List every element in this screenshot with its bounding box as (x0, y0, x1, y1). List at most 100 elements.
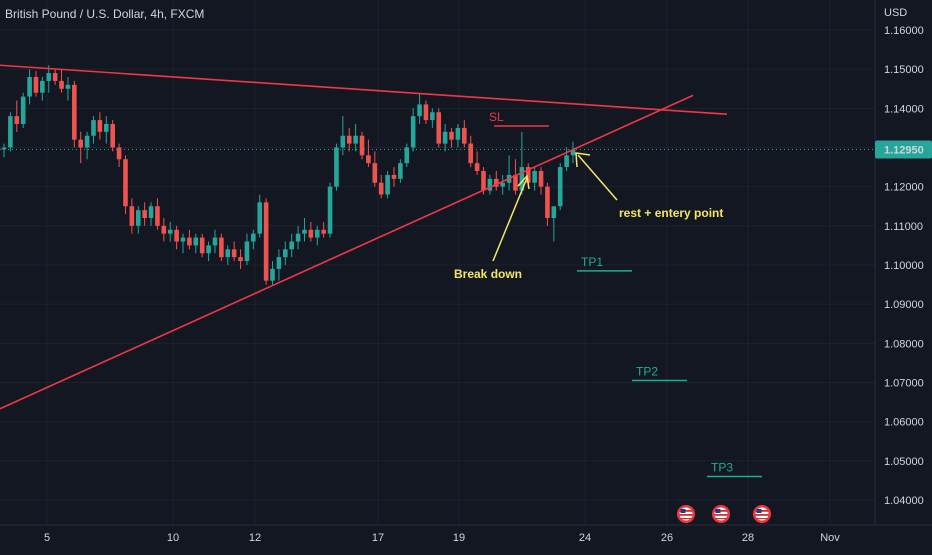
trendline-upper-resistance (0, 64, 728, 116)
currency-label: USD (884, 7, 908, 19)
candle-body (327, 186, 333, 234)
flag-canton (756, 509, 762, 513)
candle-body (1, 147, 7, 150)
y-tick-label: 1.08000 (884, 338, 924, 350)
candle-body (276, 257, 282, 269)
x-tick-label: 5 (44, 532, 50, 544)
flag-stripe (714, 510, 728, 512)
annotations: Break down rest + entery point (454, 152, 771, 523)
us-flag-icon[interactable] (712, 505, 730, 523)
candle-body (110, 124, 115, 148)
flag-stripe (714, 518, 728, 520)
candle-body (557, 167, 563, 207)
y-tick-label: 1.11000 (884, 221, 923, 233)
candle-body (308, 229, 314, 238)
candle-body (103, 124, 109, 132)
flag-stripe (755, 510, 769, 512)
x-tick-label: 17 (372, 532, 384, 544)
y-tick-label: 1.15000 (884, 64, 924, 76)
candle-body (493, 178, 499, 187)
candle-body (231, 249, 237, 258)
candle-body (244, 241, 250, 262)
candle-body (270, 268, 275, 281)
candle-body (468, 143, 474, 164)
candle-body (52, 73, 58, 81)
candle-body (142, 210, 147, 218)
candle-body (302, 229, 307, 234)
last-price-label: 1.12950 (884, 144, 924, 156)
trendline-lower-support (0, 94, 694, 410)
x-tick-label: 26 (661, 532, 673, 544)
grid (0, 0, 875, 525)
x-tick-label: 10 (167, 532, 179, 544)
candle-body (91, 120, 96, 136)
candle-body (513, 174, 518, 191)
candle-body (570, 149, 576, 156)
candle-body (72, 84, 77, 140)
candle-body (219, 237, 224, 258)
candle-body (46, 73, 52, 81)
arrowhead-entry-point (575, 152, 591, 168)
level-label-tp2: TP2 (636, 365, 658, 379)
arrow-entry-point (577, 154, 618, 201)
y-tick-label: 1.07000 (884, 378, 924, 390)
us-flag-icon[interactable] (677, 505, 695, 523)
candle-body (545, 186, 550, 218)
y-tick-label: 1.10000 (884, 260, 924, 272)
candle-body (359, 135, 365, 156)
candle-body (27, 77, 32, 97)
candle-body (391, 174, 397, 179)
candle-body (257, 202, 263, 234)
y-tick-label: 1.16000 (884, 25, 924, 37)
candle-body (193, 237, 199, 246)
candles (1, 65, 576, 285)
candle-body (84, 135, 90, 148)
candle-body (449, 131, 454, 140)
candle-body (378, 182, 384, 195)
candle-body (564, 155, 569, 168)
flag-stripe (755, 514, 769, 516)
candle-body (129, 206, 135, 226)
candle-body (487, 178, 493, 191)
candle-body (442, 131, 448, 144)
y-tick-label: 1.06000 (884, 417, 924, 429)
x-tick-label: 24 (579, 532, 591, 544)
candle-body (314, 229, 320, 238)
candle-body (251, 233, 256, 242)
candle-body (385, 174, 390, 195)
candle-body (14, 116, 20, 124)
candle-body (551, 206, 557, 218)
annotation-break-down: Break down (454, 267, 522, 281)
candle-body (532, 171, 537, 183)
x-tick-label: 19 (453, 532, 465, 544)
candle-body (462, 127, 467, 144)
candle-body (20, 96, 26, 124)
y-tick-label: 1.14000 (884, 103, 924, 115)
candle-body (474, 163, 480, 171)
candle-body (321, 229, 326, 234)
candle-body (135, 210, 141, 226)
flag-stripe (679, 510, 693, 512)
arrowhead-break-down (517, 174, 530, 190)
flag-canton (715, 509, 721, 513)
candle-body (238, 257, 243, 262)
flag-canton (680, 509, 686, 513)
trendlines (0, 64, 728, 410)
y-tick-label: 1.04000 (884, 495, 924, 507)
candle-body (353, 135, 358, 144)
candle-body (417, 104, 422, 117)
candle-body (40, 80, 45, 93)
y-tick-label: 1.05000 (884, 456, 924, 468)
chart-title: British Pound / U.S. Dollar, 4h, FXCM (5, 7, 205, 21)
candle-body (398, 163, 403, 179)
candle-body (263, 202, 269, 281)
candle-body (148, 206, 154, 218)
candle-body (372, 163, 378, 183)
candle-body (59, 80, 64, 89)
us-flag-icon[interactable] (753, 505, 771, 523)
candle-body (33, 77, 39, 93)
candle-body (283, 249, 288, 258)
